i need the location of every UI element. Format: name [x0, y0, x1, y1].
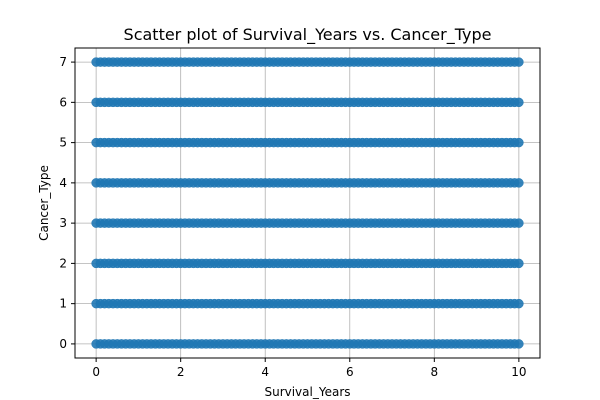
y-tick-label: 7 [59, 55, 67, 69]
scatter-point [514, 339, 524, 349]
scatter-point [514, 298, 524, 309]
x-tick-label: 0 [92, 365, 100, 379]
y-tick-label: 3 [59, 216, 67, 230]
y-tick-label: 6 [59, 95, 67, 109]
y-axis-label: Cancer_Type [37, 165, 51, 241]
x-tick-label: 8 [430, 365, 438, 379]
y-tick-label: 2 [59, 256, 67, 270]
x-tick-label: 10 [511, 365, 526, 379]
data-points [91, 57, 524, 349]
scatter-point [514, 178, 524, 188]
y-tick-label: 5 [59, 136, 67, 150]
scatter-point [514, 258, 524, 269]
axis-ticks: 0 2 4 6 8 10 0 1 2 3 4 5 6 7 [59, 55, 526, 379]
x-tick-label: 4 [261, 365, 269, 379]
x-axis-label: Survival_Years [264, 385, 350, 399]
scatter-point [514, 57, 524, 67]
plot-frame [74, 47, 541, 359]
y-tick-label: 4 [59, 176, 67, 190]
x-tick-label: 6 [346, 365, 354, 379]
chart-title: Scatter plot of Survival_Years vs. Cance… [124, 25, 492, 45]
y-tick-label: 0 [59, 337, 67, 351]
x-tick-label: 2 [177, 365, 185, 379]
y-tick-label: 1 [59, 297, 67, 311]
scatter-point [514, 218, 524, 228]
scatter-point [514, 97, 524, 108]
scatter-point [514, 137, 524, 148]
